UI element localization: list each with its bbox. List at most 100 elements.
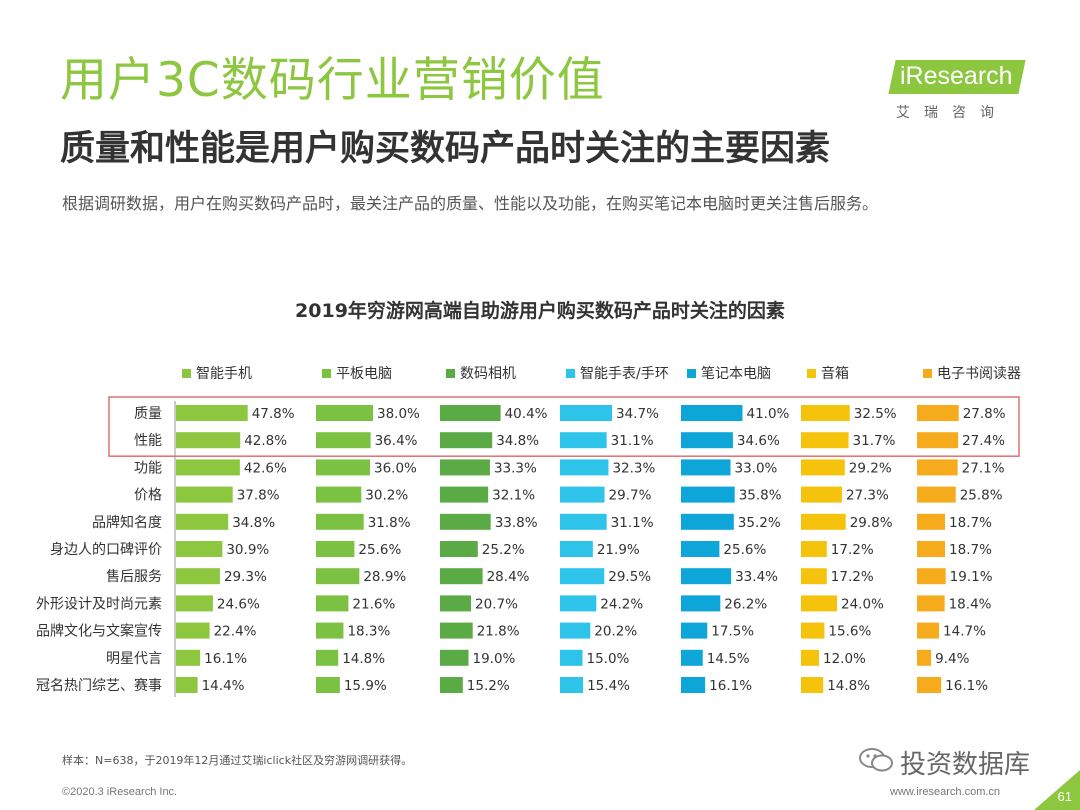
data-label: 29.8% — [850, 515, 893, 531]
bar — [440, 677, 463, 693]
bar — [917, 541, 946, 557]
highlight-box — [108, 396, 1020, 457]
iresearch-logo: iResearch 艾瑞咨询 — [888, 58, 1032, 124]
bar — [801, 541, 827, 557]
data-label: 34.7% — [616, 406, 659, 422]
category-label: 功能 — [134, 460, 162, 476]
data-label: 32.5% — [854, 406, 897, 422]
bar — [560, 459, 609, 476]
site-url[interactable]: www.iresearch.com.cn — [890, 786, 1001, 798]
data-label: 31.8% — [368, 515, 411, 531]
data-label: 21.6% — [352, 596, 395, 612]
bar — [681, 486, 735, 503]
bar — [316, 486, 362, 503]
bar — [801, 513, 846, 530]
data-label: 27.4% — [962, 433, 1005, 449]
wechat-icon — [859, 748, 893, 772]
bar — [681, 459, 731, 476]
data-label: 14.7% — [943, 624, 986, 640]
data-label: 36.4% — [375, 433, 418, 449]
bar — [560, 513, 607, 530]
data-label: 26.2% — [724, 596, 767, 612]
bar — [560, 405, 613, 421]
bar — [801, 405, 850, 421]
bar — [176, 649, 201, 666]
bar — [316, 568, 360, 585]
page-title: 用户3C数码行业营销价值 — [60, 53, 605, 108]
data-label: 32.3% — [612, 460, 655, 476]
bar — [440, 622, 473, 639]
legend-swatch-5 — [687, 369, 696, 378]
bar — [176, 677, 198, 693]
data-label: 25.8% — [960, 488, 1003, 504]
bar — [560, 432, 607, 449]
bar — [801, 595, 837, 612]
data-label: 24.6% — [217, 596, 260, 612]
data-label: 24.0% — [841, 596, 884, 612]
data-label: 19.1% — [950, 569, 993, 585]
bar — [440, 486, 489, 503]
bar — [917, 649, 932, 666]
page-subtitle: 质量和性能是用户购买数码产品时关注的主要因素 — [60, 129, 831, 169]
category-label: 身边人的口碑评价 — [50, 542, 162, 558]
bar — [681, 513, 734, 530]
page-description: 根据调研数据，用户在购买数码产品时，最关注产品的质量、性能以及功能，在购买笔记本… — [62, 194, 879, 213]
data-label: 19.0% — [473, 651, 516, 667]
data-label: 15.2% — [467, 678, 510, 694]
data-label: 42.8% — [244, 433, 287, 449]
category-label: 质量 — [134, 406, 162, 422]
logo-text: iResearch — [900, 62, 1013, 90]
data-label: 33.8% — [495, 515, 538, 531]
data-label: 40.4% — [505, 406, 548, 422]
bar — [440, 541, 478, 557]
data-label: 31.1% — [611, 433, 654, 449]
bar — [440, 595, 472, 612]
data-label: 29.3% — [224, 569, 267, 585]
category-label: 品牌文化与文案宣传 — [36, 623, 162, 640]
data-label: 47.8% — [252, 406, 295, 422]
legend-swatch-1 — [182, 369, 191, 378]
data-label: 35.8% — [739, 488, 782, 504]
legend-label-2: 平板电脑 — [336, 366, 392, 382]
bar-chart: 智能手机 平板电脑 数码相机 智能手表/手环 笔记本电脑 音箱 电子书阅读器质量性能功能价格… — [36, 365, 1021, 697]
data-label: 25.6% — [358, 542, 401, 558]
bar — [917, 459, 958, 476]
page-number-badge: 61 — [1034, 770, 1080, 810]
data-label: 14.8% — [342, 651, 385, 667]
data-label: 33.3% — [494, 460, 537, 476]
data-label: 12.0% — [823, 651, 866, 667]
bar — [176, 432, 241, 449]
category-label: 品牌知名度 — [92, 514, 162, 531]
data-label: 29.5% — [608, 569, 651, 585]
legend-swatch-3 — [446, 369, 455, 378]
data-label: 41.0% — [747, 406, 790, 422]
bar — [801, 432, 849, 449]
bar — [917, 622, 940, 639]
data-label: 27.3% — [846, 488, 889, 504]
bar — [560, 677, 584, 693]
chart-title: 2019年穷游网高端自助游用户购买数码产品时关注的因素 — [295, 300, 785, 322]
bar — [316, 513, 364, 530]
bar — [917, 595, 945, 612]
data-label: 14.5% — [707, 651, 750, 667]
data-label: 18.7% — [949, 542, 992, 558]
data-label: 20.7% — [475, 596, 518, 612]
data-label: 30.9% — [226, 542, 269, 558]
bar — [176, 541, 223, 557]
bar — [176, 595, 213, 612]
data-label: 27.8% — [963, 406, 1006, 422]
bar — [176, 622, 210, 639]
bar — [176, 513, 229, 530]
bar — [316, 622, 344, 639]
bar — [560, 649, 583, 666]
data-label: 16.1% — [709, 678, 752, 694]
bar — [176, 568, 220, 585]
legend-label-6: 音箱 — [821, 365, 849, 382]
bar — [560, 622, 591, 639]
bar — [316, 405, 373, 421]
bar — [440, 649, 469, 666]
bar — [440, 568, 483, 585]
page-number: 61 — [1057, 789, 1072, 804]
bar — [681, 595, 721, 612]
bar — [316, 541, 355, 557]
